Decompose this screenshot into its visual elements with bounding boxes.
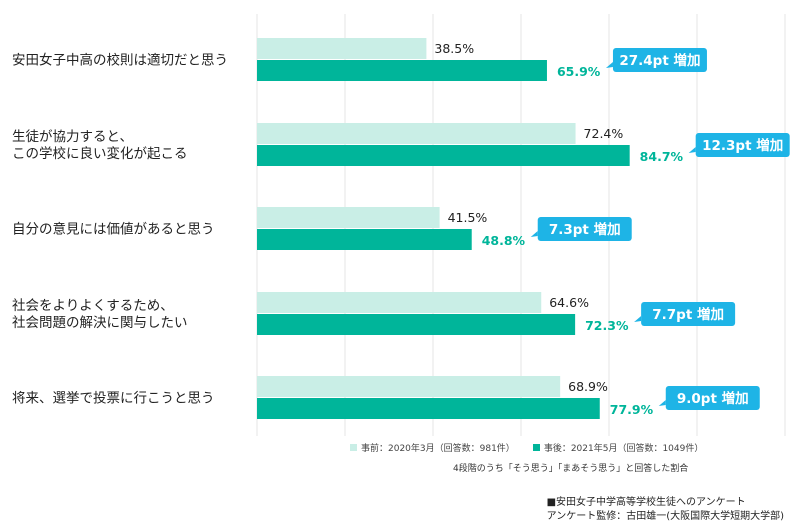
badge-pointer: [605, 62, 613, 68]
category-label: 安田女子中高の校則は適切だと思う: [12, 52, 228, 69]
increase-badge: [695, 133, 790, 157]
bar-before: [257, 123, 576, 144]
badge-pointer: [530, 231, 538, 237]
source-line-1: ■安田女子中学高等学校生徒へのアンケート: [546, 497, 746, 508]
legend-label-before: 事前：2020年3月（回答数：981件）: [361, 444, 515, 454]
bar-after: [257, 398, 600, 419]
legend-item-after: 事後：2021年5月（回答数：1049件）: [532, 441, 704, 454]
badge-pointer: [634, 316, 642, 322]
legend-label-after: 事後：2021年5月（回答数：1049件）: [543, 444, 704, 454]
value-label-after: 48.8%: [482, 233, 526, 248]
bar-before: [257, 376, 561, 397]
increase-badge: [612, 48, 707, 72]
category-label: 生徒が協力すると、: [12, 129, 133, 145]
legend-item-before: 事前：2020年3月（回答数：981件）: [350, 441, 515, 454]
legend-swatch-after: [532, 444, 540, 451]
badge-pointer: [688, 147, 696, 153]
increase-badge-label: 27.4pt 増加: [619, 52, 700, 69]
increase-badge-label: 7.3pt 増加: [549, 221, 621, 238]
source-line-2: アンケート監修：古田雄一(大阪国際大学短期大学部): [546, 511, 784, 522]
badge-pointer: [658, 400, 666, 406]
legend-swatch-before: [350, 444, 357, 451]
bar-after: [257, 60, 547, 81]
bar-before: [257, 38, 427, 59]
value-label-after: 65.9%: [557, 64, 601, 79]
category-label: 将来、選挙で投票に行こうと思う: [12, 391, 215, 407]
category-label: 社会問題の解決に関与したい: [12, 315, 188, 331]
increase-badge: [537, 217, 632, 241]
increase-badge-label: 7.7pt 増加: [652, 306, 724, 323]
category-label: この学校に良い変化が起こる: [12, 145, 188, 162]
legend: 事前：2020年3月（回答数：981件） 事後：2021年5月（回答数：1049…: [350, 441, 703, 454]
value-label-after: 84.7%: [640, 149, 684, 164]
value-label-before: 64.6%: [549, 295, 589, 310]
category-label: 自分の意見には価値があると思う: [12, 221, 215, 238]
increase-badge-label: 9.0pt 増加: [677, 390, 749, 407]
value-label-before: 68.9%: [568, 379, 608, 394]
value-label-after: 72.3%: [585, 318, 629, 333]
value-label-before: 38.5%: [434, 41, 474, 56]
bar-before: [257, 292, 542, 313]
chart-note: 4段階のうち「そう思う」「まあそう思う」と回答した割合: [453, 464, 689, 474]
bar-after: [257, 314, 576, 335]
increase-badge: [665, 386, 760, 410]
value-label-before: 41.5%: [448, 210, 488, 225]
source-credit: ■安田女子中学高等学校生徒へのアンケート アンケート監修：古田雄一(大阪国際大学…: [547, 496, 784, 524]
bar-after: [257, 229, 472, 250]
value-label-before: 72.4%: [584, 126, 624, 141]
value-label-after: 77.9%: [610, 402, 654, 417]
bar-before: [257, 207, 440, 228]
bar-chart: 安田女子中高の校則は適切だと思う 38.5% 65.9% 27.4pt 増加生徒が協力…: [12, 14, 790, 436]
bar-after: [257, 145, 630, 166]
category-label: 社会をよりよくするため、: [12, 298, 174, 314]
increase-badge: [641, 302, 736, 326]
increase-badge-label: 12.3pt 増加: [702, 137, 783, 154]
